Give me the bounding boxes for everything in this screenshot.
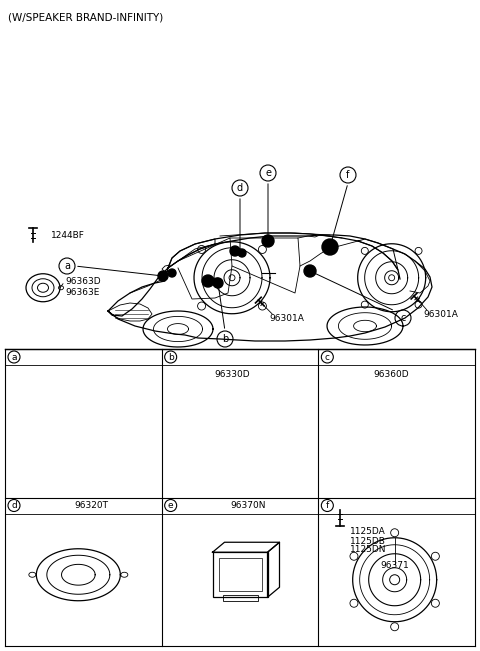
Text: 96301A: 96301A (269, 314, 304, 323)
Circle shape (158, 271, 168, 281)
Text: 96370N: 96370N (230, 501, 266, 510)
Text: b: b (222, 334, 228, 344)
Text: 96330D: 96330D (214, 370, 250, 379)
Text: 1125DA: 1125DA (350, 527, 386, 536)
Circle shape (322, 239, 338, 255)
Circle shape (262, 235, 274, 247)
Circle shape (213, 278, 223, 288)
Text: 96371: 96371 (380, 562, 409, 570)
Circle shape (390, 575, 400, 585)
Text: 96363E: 96363E (65, 288, 99, 298)
Circle shape (304, 265, 316, 277)
Bar (223, 595, 257, 602)
Text: c: c (400, 313, 406, 323)
Bar (213, 552, 267, 597)
Text: d: d (11, 501, 17, 510)
Circle shape (238, 249, 246, 257)
Text: d: d (237, 183, 243, 193)
Text: f: f (346, 170, 350, 180)
Text: 1244BF: 1244BF (51, 231, 85, 240)
Text: 96301A: 96301A (424, 310, 458, 319)
Text: e: e (265, 168, 271, 178)
Text: a: a (64, 261, 70, 271)
Text: 96320T: 96320T (74, 501, 108, 510)
Text: c: c (325, 352, 330, 361)
Text: f: f (326, 501, 329, 510)
Circle shape (202, 275, 214, 287)
Circle shape (230, 246, 240, 256)
Text: (W/SPEAKER BRAND-INFINITY): (W/SPEAKER BRAND-INFINITY) (8, 13, 163, 23)
Text: a: a (11, 352, 17, 361)
Text: b: b (168, 352, 174, 361)
Text: 1125DN: 1125DN (350, 546, 387, 555)
Text: 1125DB: 1125DB (350, 536, 386, 546)
Text: 96363D: 96363D (65, 277, 101, 286)
Text: e: e (168, 501, 173, 510)
Text: 96360D: 96360D (374, 370, 409, 379)
Bar (218, 559, 262, 591)
Circle shape (168, 269, 176, 277)
